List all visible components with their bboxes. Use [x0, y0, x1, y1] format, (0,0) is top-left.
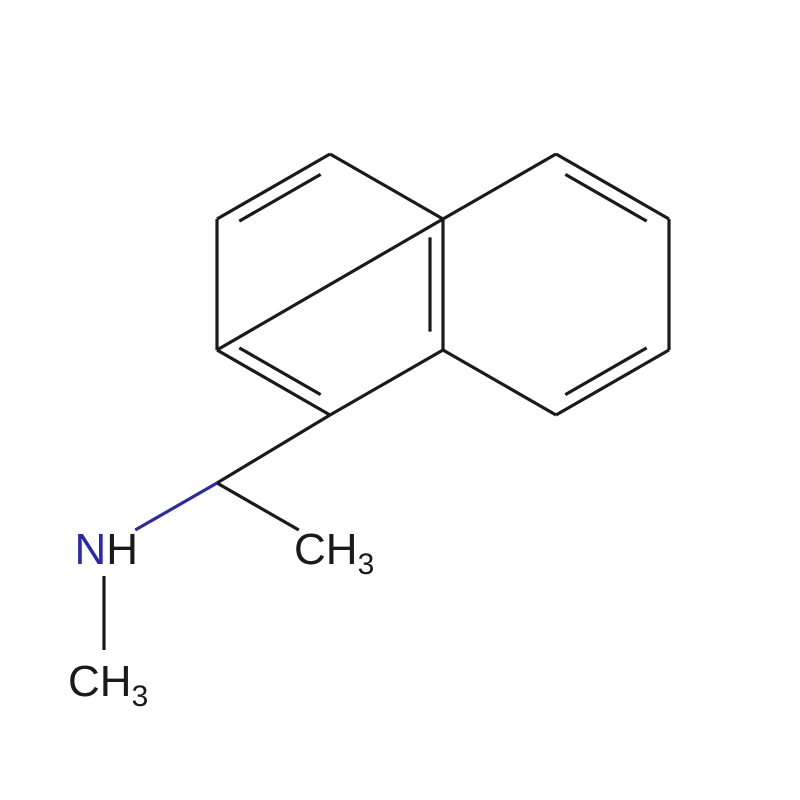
- atom-label: CH3: [68, 657, 148, 713]
- atom-label: NH: [74, 525, 138, 574]
- bond: [443, 350, 556, 415]
- atom-label: CH3: [294, 525, 374, 581]
- bond: [135, 483, 217, 530]
- bond: [217, 154, 330, 219]
- bond: [556, 350, 669, 415]
- bond: [330, 154, 443, 219]
- bond: [330, 350, 443, 415]
- bond: [217, 219, 443, 350]
- bond: [217, 415, 330, 483]
- bond: [556, 154, 669, 219]
- bond: [217, 350, 330, 415]
- bond: [443, 154, 556, 219]
- bond: [217, 483, 299, 530]
- molecule-diagram: CH3 NH CH3: [0, 0, 800, 800]
